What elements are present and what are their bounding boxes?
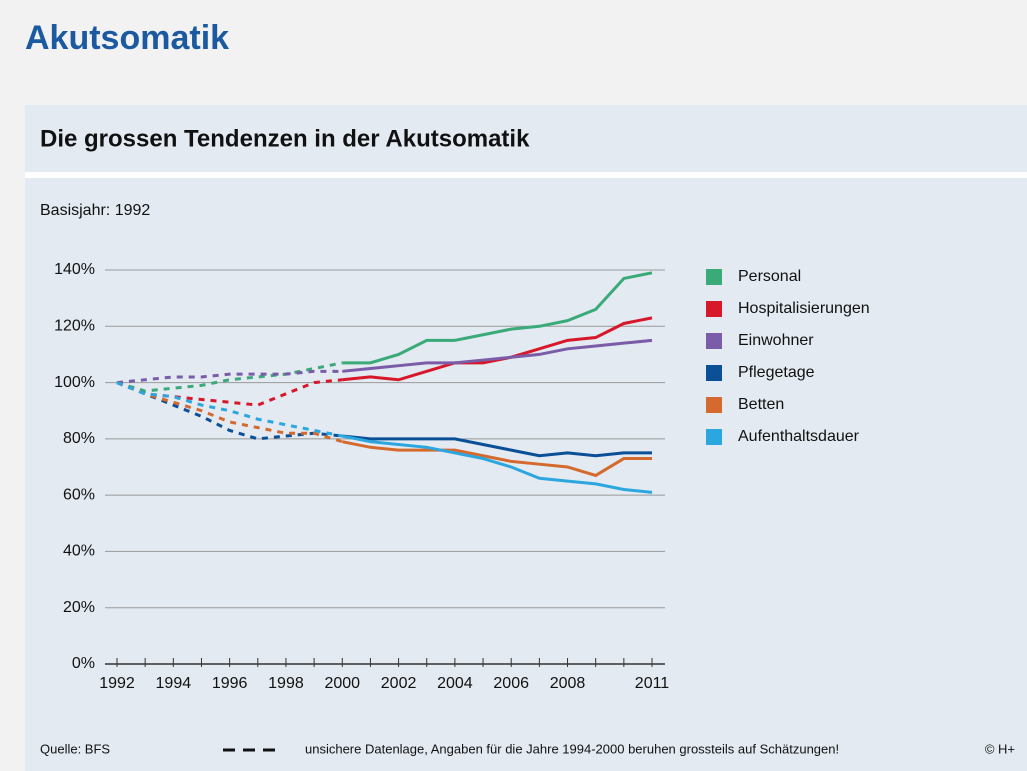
copyright: © H+ [985,741,1015,756]
y-tick-label: 40% [63,543,95,560]
line [341,440,652,478]
x-tick-label: 1992 [99,675,135,692]
legend-swatch [706,269,722,285]
subtitle: Basisjahr: 1992 [40,202,150,219]
x-tick-label: 2006 [493,675,529,692]
y-tick-label: 140% [54,261,95,278]
chart-title: Die grossen Tendenzen in der Akutsomatik [40,125,530,152]
line-estimated [116,381,343,444]
y-tick-label: 120% [54,318,95,335]
x-tick-label: 2002 [381,675,417,692]
line-estimated [116,381,343,438]
x-tick-label: 2000 [324,675,360,692]
panel [25,105,1027,771]
legend-label: Personal [738,268,801,285]
x-tick-label: 2011 [635,675,670,692]
legend-label: Aufenthaltsdauer [738,428,860,445]
legend-swatch [706,397,722,413]
legend-label: Einwohner [738,332,814,349]
y-tick-label: 60% [63,486,95,503]
line [341,434,653,494]
y-tick-label: 20% [63,599,95,616]
legend-label: Betten [738,396,784,413]
y-tick-label: 100% [54,374,95,391]
x-tick-label: 2008 [550,675,586,692]
legend-swatch [706,333,722,349]
line-estimated [116,361,343,393]
line [342,271,653,365]
legend-swatch [706,429,722,445]
line [342,434,652,458]
source: Quelle: BFS [40,741,110,756]
legend-swatch [706,301,722,317]
line-estimated [116,369,343,385]
x-tick-label: 1996 [212,675,248,692]
page-title: Akutsomatik [25,19,229,57]
legend-label: Hospitalisierungen [738,300,870,317]
legend-swatch [706,365,722,381]
y-tick-label: 0% [72,655,95,672]
separator [25,172,1027,178]
x-tick-label: 2004 [437,675,473,692]
x-tick-label: 1994 [156,675,192,692]
x-tick-label: 1998 [268,675,304,692]
legend-label: Pflegetage [738,364,815,381]
note: unsichere Datenlage, Angaben für die Jah… [305,741,839,756]
line [342,338,653,373]
y-tick-label: 80% [63,430,95,447]
